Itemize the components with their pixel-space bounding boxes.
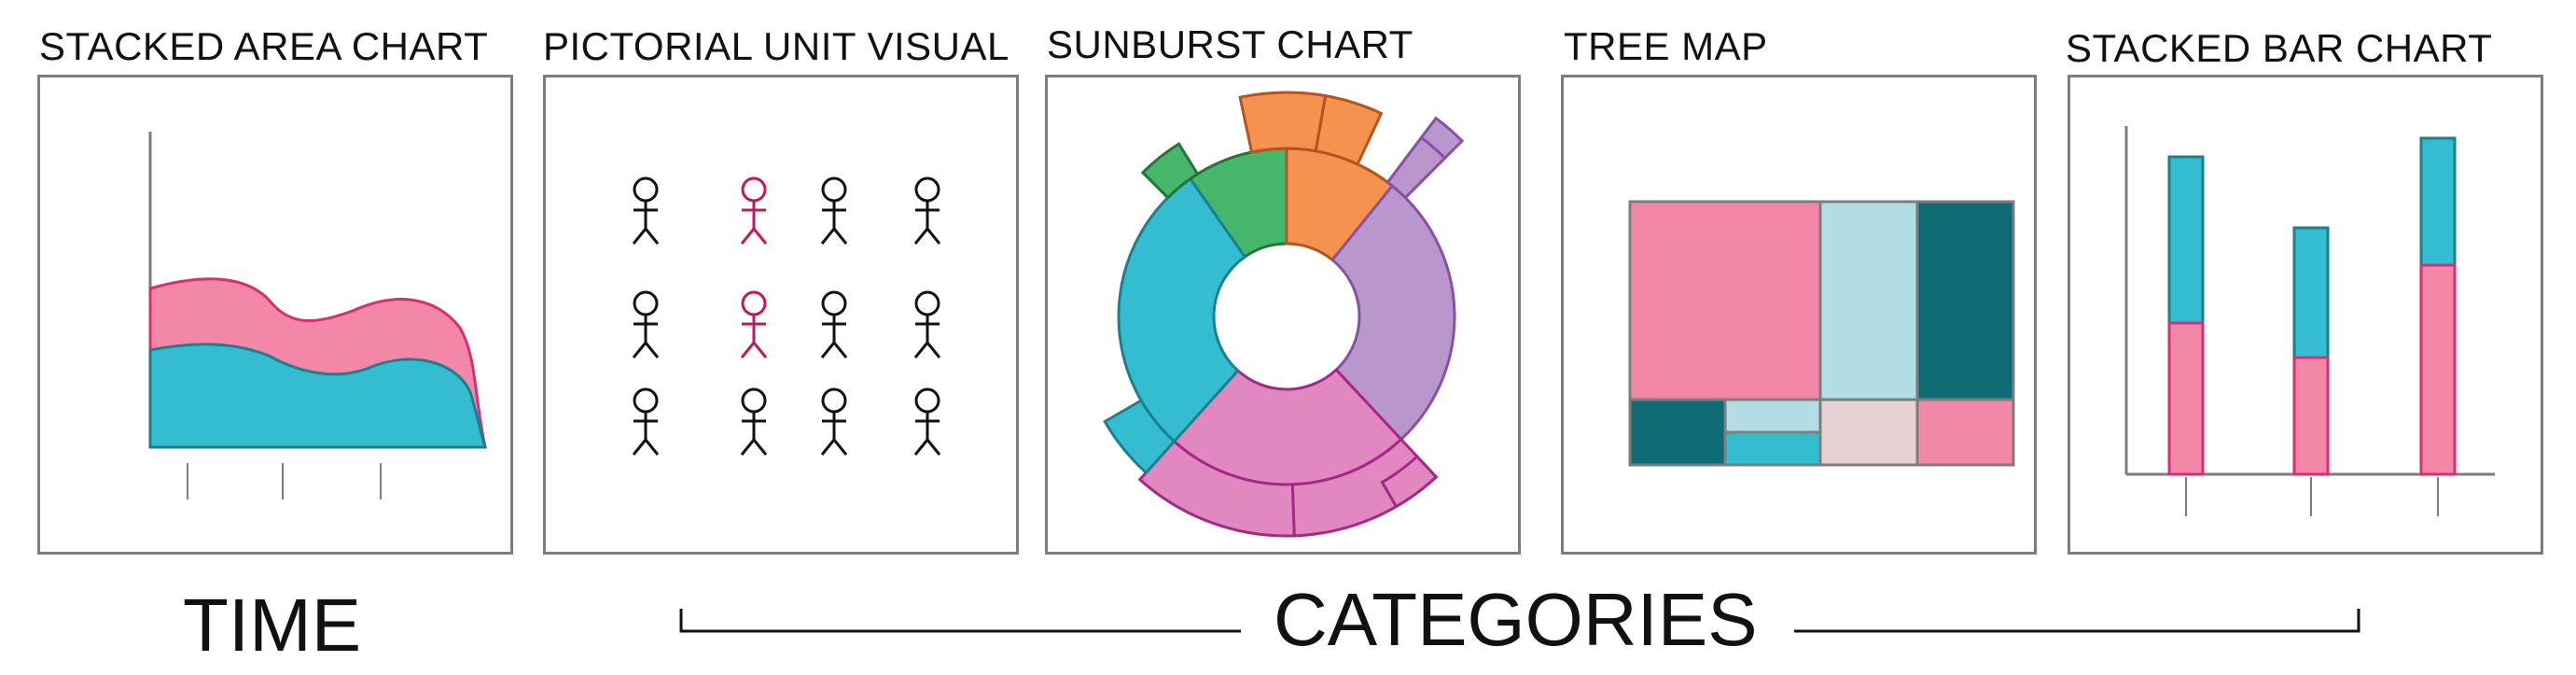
person-unit-icon	[632, 290, 660, 359]
bar-3-pink-segment	[2419, 263, 2457, 476]
person-unit-icon	[820, 290, 848, 359]
categories-bracket-right	[1794, 609, 2360, 633]
bar-1-pink-segment	[2167, 321, 2205, 476]
sunburst-chart	[1103, 91, 1465, 538]
person-unit-icon	[740, 387, 768, 456]
treemap-tile-light-blue	[1818, 200, 1919, 401]
tree-map-title: TREE MAP	[1564, 24, 1768, 68]
treemap-tile-light-pink	[1818, 398, 1919, 467]
person-unit-icon	[740, 176, 768, 245]
bar-1-teal-segment	[2167, 155, 2205, 325]
stacked-bar-chart-panel	[2068, 75, 2543, 555]
person-unit-icon	[632, 387, 660, 456]
treemap-tile-dark-teal-small	[1628, 398, 1727, 467]
categories-axis-label: CATEGORIES	[1274, 578, 1758, 661]
stacked-bar-chart	[2124, 126, 2495, 516]
time-axis-label: TIME	[183, 584, 362, 667]
person-unit-icon	[820, 387, 848, 456]
sunburst-outer-lavender-segment	[1419, 116, 1465, 161]
person-unit-icon	[740, 290, 768, 359]
pictorial-unit-visual-title: PICTORIAL UNIT VISUAL	[543, 24, 1010, 68]
sunburst-outer-magenta-segment	[1137, 439, 1296, 538]
tree-map-panel	[1561, 75, 2037, 555]
sunburst-inner-lavender-segment	[1330, 184, 1456, 442]
categories-bracket-left	[679, 609, 1241, 633]
stacked-area-chart	[148, 132, 488, 499]
person-unit-icon	[913, 290, 941, 359]
person-unit-icon	[913, 176, 941, 245]
treemap-tile-light-blue-small	[1723, 398, 1822, 434]
bar-3-teal-segment	[2419, 136, 2457, 267]
pictorial-unit-visual-panel	[543, 75, 1019, 555]
stacked-bar-chart-title: STACKED BAR CHART	[2066, 26, 2493, 70]
bar-2-teal-segment	[2292, 226, 2330, 359]
sunburst-outer-orange-segment	[1238, 91, 1328, 154]
person-unit-icon	[820, 176, 848, 245]
person-unit-icon	[632, 176, 660, 245]
treemap-tile-teal-small	[1723, 430, 1822, 467]
sunburst-chart-title: SUNBURST CHART	[1047, 22, 1413, 66]
sunburst-outer-orange-segment	[1314, 93, 1384, 166]
person-unit-icon	[913, 387, 941, 456]
tree-map	[1628, 200, 2015, 467]
pictorial-unit-grid	[632, 176, 941, 456]
stacked-area-chart-panel	[37, 75, 513, 555]
sunburst-outer-teal-segment	[1103, 398, 1177, 475]
sunburst-outer-green-segment	[1140, 142, 1200, 200]
sunburst-outer-magenta-segment	[1380, 454, 1439, 509]
treemap-tile-pink-large	[1628, 200, 1822, 401]
categories-bracket	[679, 609, 2360, 633]
bar-2-pink-segment	[2292, 356, 2330, 476]
treemap-tile-dark-teal	[1915, 200, 2015, 401]
teal-area-layer	[148, 343, 488, 449]
sunburst-chart-panel	[1045, 75, 1521, 555]
treemap-tile-pink-small	[1915, 398, 2015, 467]
stacked-area-chart-title: STACKED AREA CHART	[39, 24, 489, 68]
